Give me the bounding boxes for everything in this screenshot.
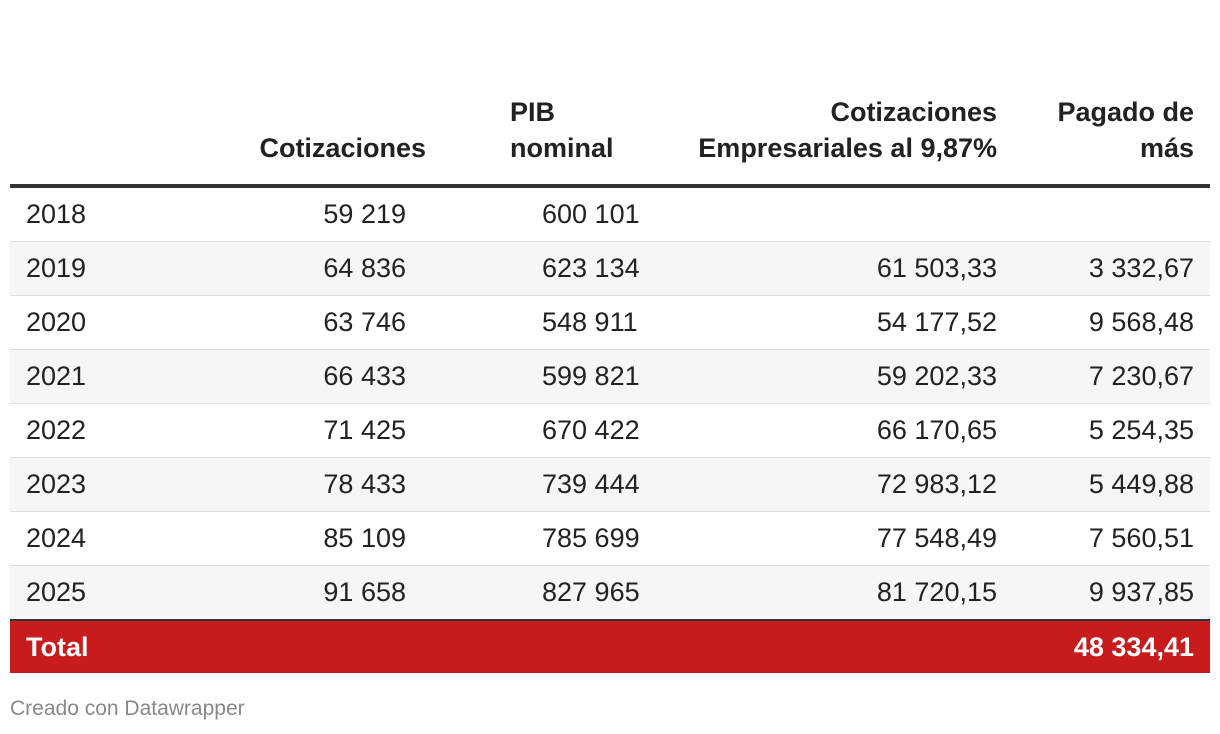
cell-pib-nominal: 827 965 xyxy=(442,565,674,621)
cell-pagado-de-mas: 7 560,51 xyxy=(1013,511,1210,566)
cell-pib-nominal: 785 699 xyxy=(442,511,674,566)
table-row: 2019 64 836 623 134 61 503,33 3 332,67 xyxy=(10,241,1210,296)
cell-year: 2022 xyxy=(10,403,190,458)
total-empty-cell xyxy=(190,620,442,673)
total-empty-cell xyxy=(442,620,674,673)
table-footer: Total 48 334,41 xyxy=(10,620,1210,673)
cell-year: 2020 xyxy=(10,295,190,350)
cell-cotizaciones: 85 109 xyxy=(190,511,442,566)
cell-cotizaciones-empresariales: 72 983,12 xyxy=(674,457,1013,512)
cell-cotizaciones: 64 836 xyxy=(190,241,442,296)
cell-pagado-de-mas: 9 568,48 xyxy=(1013,295,1210,350)
total-empty-cell xyxy=(674,620,1013,673)
cell-pagado-de-mas: 9 937,85 xyxy=(1013,565,1210,621)
cell-pib-nominal: 599 821 xyxy=(442,349,674,404)
cell-cotizaciones-empresariales: 59 202,33 xyxy=(674,349,1013,404)
datawrapper-credit[interactable]: Creado con Datawrapper xyxy=(10,697,245,720)
cell-cotizaciones-empresariales: 66 170,65 xyxy=(674,403,1013,458)
data-table-container: Cotizaciones PIB nominal Cotizaciones Em… xyxy=(10,0,1210,673)
total-label: Total xyxy=(10,620,190,673)
table-row: 2024 85 109 785 699 77 548,49 7 560,51 xyxy=(10,511,1210,566)
cell-cotizaciones: 91 658 xyxy=(190,565,442,621)
cell-pagado-de-mas: 3 332,67 xyxy=(1013,241,1210,296)
cell-pib-nominal: 548 911 xyxy=(442,295,674,350)
header-cotizaciones[interactable]: Cotizaciones xyxy=(190,0,442,188)
cell-cotizaciones: 71 425 xyxy=(190,403,442,458)
header-pagado-de-mas[interactable]: Pagado de más xyxy=(1013,0,1210,188)
cell-year: 2023 xyxy=(10,457,190,512)
cell-pib-nominal: 600 101 xyxy=(442,186,674,242)
cell-cotizaciones-empresariales xyxy=(674,186,1013,242)
data-table: Cotizaciones PIB nominal Cotizaciones Em… xyxy=(10,0,1210,673)
cell-year: 2021 xyxy=(10,349,190,404)
table-row: 2023 78 433 739 444 72 983,12 5 449,88 xyxy=(10,457,1210,512)
cell-cotizaciones: 78 433 xyxy=(190,457,442,512)
total-value: 48 334,41 xyxy=(1013,620,1210,673)
cell-year: 2024 xyxy=(10,511,190,566)
cell-year: 2019 xyxy=(10,241,190,296)
table-header: Cotizaciones PIB nominal Cotizaciones Em… xyxy=(10,0,1210,188)
cell-pagado-de-mas: 5 449,88 xyxy=(1013,457,1210,512)
table-row: 2021 66 433 599 821 59 202,33 7 230,67 xyxy=(10,349,1210,404)
header-year[interactable] xyxy=(10,0,190,188)
cell-year: 2018 xyxy=(10,186,190,242)
header-pib-nominal[interactable]: PIB nominal xyxy=(442,0,674,188)
cell-year: 2025 xyxy=(10,565,190,621)
table-row: 2018 59 219 600 101 xyxy=(10,186,1210,242)
cell-cotizaciones-empresariales: 77 548,49 xyxy=(674,511,1013,566)
cell-cotizaciones-empresariales: 61 503,33 xyxy=(674,241,1013,296)
cell-pib-nominal: 623 134 xyxy=(442,241,674,296)
cell-cotizaciones-empresariales: 81 720,15 xyxy=(674,565,1013,621)
cell-pagado-de-mas: 5 254,35 xyxy=(1013,403,1210,458)
cell-cotizaciones-empresariales: 54 177,52 xyxy=(674,295,1013,350)
cell-cotizaciones: 63 746 xyxy=(190,295,442,350)
table-body: 2018 59 219 600 101 2019 64 836 623 134 61 503… xyxy=(10,186,1210,621)
total-row: Total 48 334,41 xyxy=(10,620,1210,673)
cell-cotizaciones: 66 433 xyxy=(190,349,442,404)
header-row: Cotizaciones PIB nominal Cotizaciones Em… xyxy=(10,0,1210,188)
table-row: 2022 71 425 670 422 66 170,65 5 254,35 xyxy=(10,403,1210,458)
cell-pagado-de-mas: 7 230,67 xyxy=(1013,349,1210,404)
cell-pagado-de-mas xyxy=(1013,186,1210,242)
table-row: 2020 63 746 548 911 54 177,52 9 568,48 xyxy=(10,295,1210,350)
cell-cotizaciones: 59 219 xyxy=(190,186,442,242)
cell-pib-nominal: 739 444 xyxy=(442,457,674,512)
header-cotizaciones-empresariales[interactable]: Cotizaciones Empresariales al 9,87% xyxy=(674,0,1013,188)
table-row: 2025 91 658 827 965 81 720,15 9 937,85 xyxy=(10,565,1210,621)
cell-pib-nominal: 670 422 xyxy=(442,403,674,458)
